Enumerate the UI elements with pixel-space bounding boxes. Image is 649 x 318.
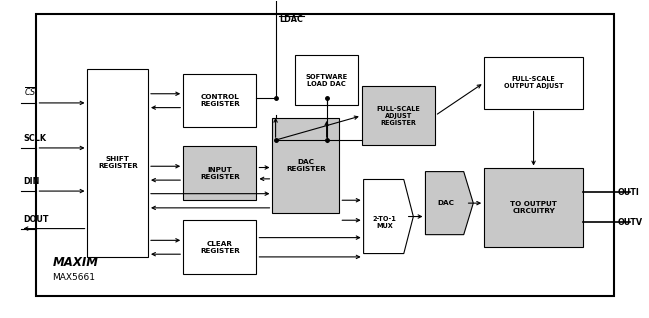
Text: LDAC: LDAC	[280, 15, 303, 24]
Text: CLEAR
REGISTER: CLEAR REGISTER	[200, 241, 239, 254]
Text: DIN: DIN	[24, 177, 40, 186]
Text: SCLK: SCLK	[24, 134, 47, 143]
Text: DOUT: DOUT	[24, 215, 49, 224]
Text: INPUT
REGISTER: INPUT REGISTER	[200, 167, 239, 180]
Polygon shape	[363, 179, 413, 253]
Text: CONTROL
REGISTER: CONTROL REGISTER	[200, 94, 239, 107]
Bar	[273, 118, 339, 213]
Bar	[36, 14, 613, 296]
Text: DAC: DAC	[437, 200, 454, 206]
Text: DAC
REGISTER: DAC REGISTER	[286, 159, 326, 172]
Bar	[484, 169, 583, 247]
Polygon shape	[426, 172, 473, 235]
Bar	[295, 55, 358, 105]
Text: MAXIM: MAXIM	[53, 256, 99, 269]
Bar	[183, 146, 256, 200]
Text: OUTI: OUTI	[618, 188, 640, 197]
Bar	[484, 57, 583, 108]
Bar	[361, 86, 435, 145]
Text: $\overline{CS}$: $\overline{CS}$	[24, 86, 36, 98]
Text: SHIFT
REGISTER: SHIFT REGISTER	[98, 156, 138, 169]
Text: MAX5661: MAX5661	[53, 273, 95, 282]
Text: OUTV: OUTV	[618, 218, 643, 226]
Bar	[183, 74, 256, 128]
Text: TO OUTPUT
CIRCUITRY: TO OUTPUT CIRCUITRY	[510, 201, 557, 214]
Text: FULL-SCALE
ADJUST
REGISTER: FULL-SCALE ADJUST REGISTER	[376, 106, 421, 126]
Text: 2-TO-1
MUX: 2-TO-1 MUX	[373, 216, 397, 229]
Bar	[183, 220, 256, 274]
Text: FULL-SCALE
OUTPUT ADJUST: FULL-SCALE OUTPUT ADJUST	[504, 76, 563, 89]
Bar	[88, 69, 148, 257]
Text: SOFTWARE
LOAD DAC: SOFTWARE LOAD DAC	[306, 74, 348, 87]
